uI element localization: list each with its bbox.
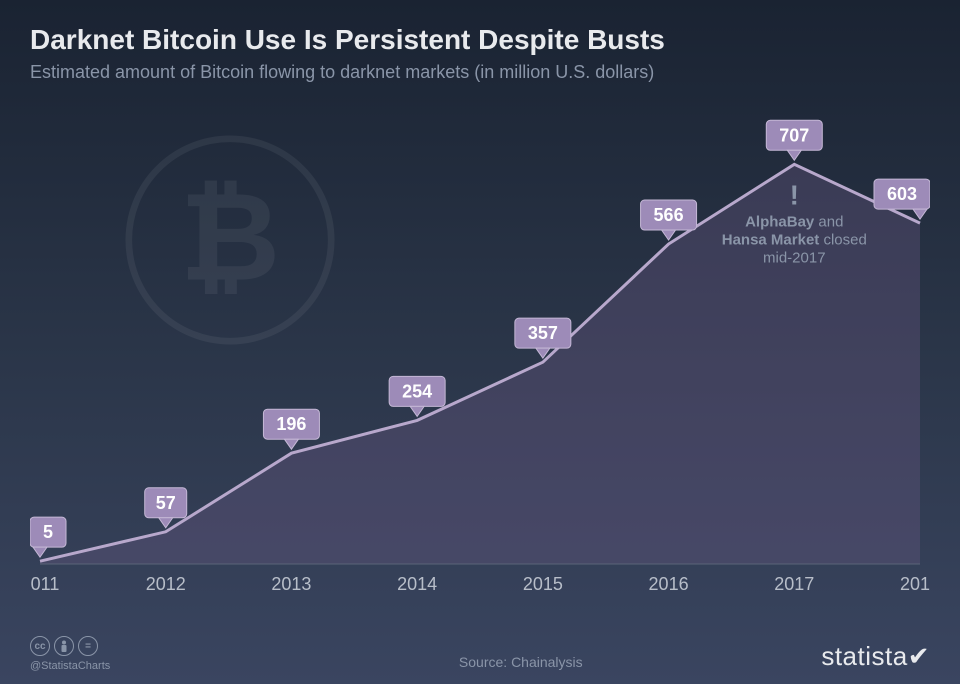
annotation-line: mid-2017 [763,249,826,266]
svg-text:357: 357 [528,323,558,343]
data-label: 5 [30,517,66,557]
x-axis-label: 2011 [30,574,59,594]
data-label: 196 [263,409,319,449]
nd-icon: = [78,636,98,656]
area-chart: 2011 2012 2013 2014 2015 2016 2017 2018 5 57 196 25… [30,110,930,604]
cc-icon: cc [30,636,50,656]
svg-text:603: 603 [887,184,917,204]
footer: cc = @StatistaCharts Source: Chainalysis… [30,636,930,672]
chart-area: 2011 2012 2013 2014 2015 2016 2017 2018 5 57 196 25… [30,110,930,604]
x-axis-label: 2012 [146,574,186,594]
svg-text:566: 566 [654,205,684,225]
svg-text:254: 254 [402,381,432,401]
x-axis-label: 2015 [523,574,563,594]
cc-license-row: cc = [30,636,110,656]
data-label: 707 [766,120,822,160]
header: Darknet Bitcoin Use Is Persistent Despit… [0,0,960,83]
chart-subtitle: Estimated amount of Bitcoin flowing to d… [30,62,930,83]
chart-title: Darknet Bitcoin Use Is Persistent Despit… [30,24,930,56]
svg-text:707: 707 [779,125,809,145]
annotation-line: AlphaBay and [745,213,843,230]
annotation-exclaim: ! [790,179,799,210]
annotation-line: Hansa Market closed [722,231,867,248]
svg-text:196: 196 [276,414,306,434]
x-axis-label: 2013 [271,574,311,594]
x-axis-label: 2017 [774,574,814,594]
svg-text:5: 5 [43,522,53,542]
source-text: Source: Chainalysis [459,654,583,670]
x-axis-label: 2018 [900,574,930,594]
x-axis-label: 2014 [397,574,437,594]
x-axis-label: 2016 [649,574,689,594]
by-icon [54,636,74,656]
twitter-handle: @StatistaCharts [30,660,110,672]
statista-logo: statista✔ [821,641,930,672]
svg-text:57: 57 [156,493,176,513]
